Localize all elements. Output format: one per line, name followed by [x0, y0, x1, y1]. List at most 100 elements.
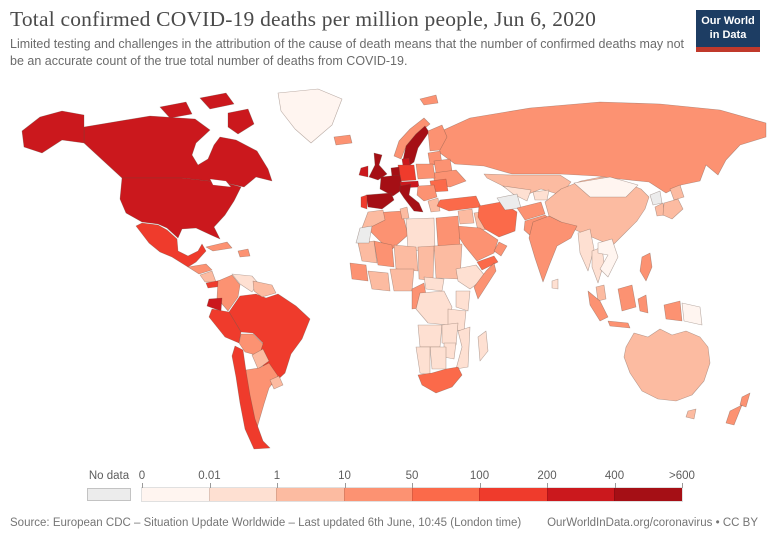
- country-nigeria[interactable]: [389, 268, 415, 292]
- country-sri-lanka[interactable]: [551, 278, 559, 290]
- country-indonesia-sulawesi[interactable]: [637, 294, 649, 314]
- legend-band[interactable]: [343, 488, 412, 501]
- country-ivory-coast-ghana[interactable]: [367, 270, 391, 292]
- country-guatemala[interactable]: [187, 263, 213, 275]
- country-japan[interactable]: [669, 184, 685, 201]
- country-paraguay[interactable]: [251, 348, 270, 370]
- no-data-swatch[interactable]: [87, 488, 131, 501]
- country-ireland[interactable]: [358, 165, 369, 178]
- country-cuba[interactable]: [205, 241, 233, 252]
- legend-band[interactable]: [479, 488, 547, 501]
- country-chile[interactable]: [231, 345, 271, 450]
- country-dominican-republic[interactable]: [237, 248, 251, 258]
- country-spain[interactable]: [365, 192, 395, 210]
- country-indonesia-sumatra[interactable]: [587, 290, 609, 322]
- country-iceland[interactable]: [333, 134, 353, 146]
- country-brazil[interactable]: [228, 293, 311, 386]
- country-papua-new-guinea[interactable]: [681, 302, 703, 326]
- country-canada[interactable]: [83, 115, 273, 188]
- country-canada-island[interactable]: [227, 108, 255, 135]
- country-colombia[interactable]: [216, 274, 241, 312]
- country-greece[interactable]: [427, 197, 441, 213]
- no-data-label: No data: [88, 470, 130, 482]
- country-italy[interactable]: [399, 183, 424, 213]
- country-turkey[interactable]: [436, 195, 482, 212]
- country-central-african-republic[interactable]: [423, 276, 445, 292]
- country-afghanistan[interactable]: [516, 201, 546, 221]
- country-canada-island[interactable]: [159, 101, 193, 119]
- country-south-africa[interactable]: [417, 366, 463, 394]
- owid-logo[interactable]: Our World in Data: [696, 10, 760, 52]
- country-dr-congo[interactable]: [415, 290, 453, 326]
- country-canada-island[interactable]: [199, 92, 235, 110]
- legend-band[interactable]: [208, 488, 277, 501]
- country-kazakhstan[interactable]: [483, 173, 572, 198]
- country-australia[interactable]: [623, 328, 711, 402]
- country-mali[interactable]: [373, 240, 395, 268]
- country-mauritania[interactable]: [357, 240, 378, 264]
- owid-link[interactable]: OurWorldInData.org/coronavirus: [547, 517, 713, 529]
- owid-logo-line2: in Data: [709, 28, 747, 41]
- country-norway[interactable]: [393, 117, 431, 160]
- country-western-sahara[interactable]: [355, 225, 373, 244]
- license-label[interactable]: CC BY: [722, 517, 758, 529]
- country-portugal[interactable]: [360, 194, 368, 210]
- country-mongolia[interactable]: [573, 176, 639, 198]
- country-united-kingdom[interactable]: [368, 152, 388, 181]
- country-oman[interactable]: [493, 241, 508, 257]
- country-vietnam-laos[interactable]: [597, 238, 619, 278]
- legend-band[interactable]: [546, 488, 615, 501]
- legend-tick-mark: [412, 483, 413, 488]
- country-morocco[interactable]: [361, 209, 386, 229]
- legend-band[interactable]: [411, 488, 480, 501]
- country-balkans[interactable]: [416, 184, 438, 202]
- legend-band[interactable]: [142, 488, 209, 501]
- country-svalbard[interactable]: [419, 94, 439, 106]
- country-north-korea[interactable]: [649, 190, 663, 206]
- country-botswana[interactable]: [429, 346, 447, 370]
- country-france[interactable]: [379, 174, 404, 197]
- legend-band[interactable]: [614, 488, 682, 501]
- country-mexico[interactable]: [135, 222, 207, 268]
- country-mozambique[interactable]: [455, 326, 471, 370]
- country-indonesia-papua[interactable]: [663, 300, 683, 322]
- country-greenland[interactable]: [277, 88, 343, 144]
- country-somalia[interactable]: [473, 262, 497, 300]
- legend-tick-label: 200: [537, 470, 557, 482]
- country-kenya[interactable]: [455, 290, 471, 312]
- country-namibia[interactable]: [415, 346, 431, 376]
- country-zambia[interactable]: [441, 322, 459, 346]
- country-chad[interactable]: [417, 245, 435, 282]
- country-uzbekistan[interactable]: [502, 185, 532, 202]
- country-poland[interactable]: [415, 163, 436, 180]
- country-yemen[interactable]: [476, 255, 499, 271]
- country-new-zealand-south[interactable]: [725, 404, 743, 426]
- country-egypt[interactable]: [435, 215, 461, 247]
- legend-tick-mark: [479, 483, 481, 488]
- country-kyrgyzstan-tajikistan[interactable]: [532, 189, 550, 201]
- country-myanmar[interactable]: [577, 228, 595, 272]
- country-russia[interactable]: [436, 101, 767, 194]
- country-australia-tasmania[interactable]: [685, 408, 697, 420]
- country-new-zealand-north[interactable]: [739, 392, 751, 408]
- country-guyana[interactable]: [252, 280, 277, 298]
- country-uruguay[interactable]: [269, 375, 284, 390]
- country-india[interactable]: [528, 215, 578, 283]
- country-angola[interactable]: [417, 324, 443, 348]
- legend-tick-mark: [209, 483, 211, 488]
- country-niger[interactable]: [393, 244, 419, 272]
- country-tunisia[interactable]: [399, 206, 410, 220]
- country-finland[interactable]: [427, 124, 448, 152]
- country-malaysia[interactable]: [595, 284, 607, 302]
- country-indonesia-borneo[interactable]: [617, 284, 637, 312]
- country-madagascar[interactable]: [477, 330, 489, 362]
- country-indonesia-java[interactable]: [607, 320, 631, 329]
- country-syria-levant[interactable]: [457, 208, 475, 225]
- country-united-states-alaska[interactable]: [21, 110, 85, 154]
- country-senegal-guinea[interactable]: [349, 262, 369, 282]
- country-ecuador[interactable]: [206, 297, 223, 312]
- country-united-states[interactable]: [119, 177, 242, 240]
- country-philippines[interactable]: [639, 252, 653, 282]
- country-japan[interactable]: [662, 198, 684, 220]
- legend-band[interactable]: [276, 488, 344, 501]
